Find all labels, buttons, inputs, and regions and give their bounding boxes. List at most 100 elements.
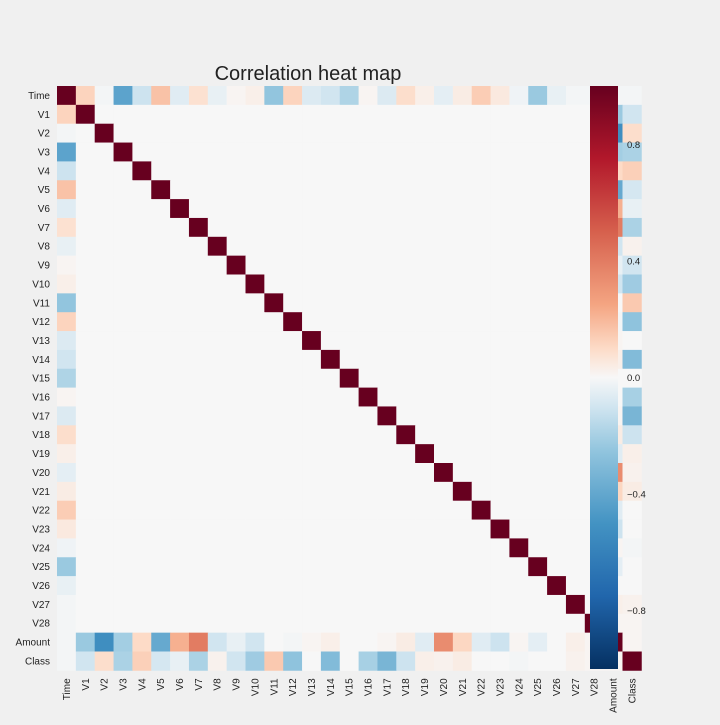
heatmap-cell-V5-V1 [75, 180, 96, 200]
heatmap-cell-V12-V25 [528, 312, 548, 332]
x-tick-label: Time [62, 678, 73, 700]
heatmap-cell-V10-V19 [415, 274, 435, 294]
heatmap-cell-V28-V15 [339, 613, 359, 634]
heatmap-cell-V14-V2 [94, 349, 114, 370]
heatmap-cell-V24-V6 [170, 538, 190, 558]
heatmap-cell-V26-V23 [490, 576, 510, 596]
heatmap-cell-V8-V27 [565, 236, 586, 257]
heatmap-cell-V19-V24 [509, 444, 529, 464]
heatmap-cell-V15-V3 [113, 368, 133, 388]
heatmap-cell-V13-V12 [283, 331, 303, 351]
heatmap-cell-V14-V19 [415, 349, 435, 370]
heatmap-cell-V21-V23 [490, 481, 510, 502]
heatmap-cell-V2-V19 [415, 123, 435, 143]
heatmap-cell-Time-V20 [434, 86, 454, 106]
y-tick-label: V28 [32, 619, 50, 630]
heatmap-cell-V16-V25 [528, 387, 548, 407]
heatmap-cell-V1-V12 [283, 104, 303, 125]
heatmap-cell-V3-V7 [188, 142, 209, 162]
heatmap-cell-V27-V20 [434, 594, 454, 615]
heatmap-cell-V3-V3 [113, 142, 133, 162]
heatmap-cell-V15-V26 [547, 368, 567, 388]
y-tick-label: V6 [38, 204, 51, 215]
heatmap-cell-V4-Class [622, 161, 642, 181]
heatmap-cell-V27-V22 [471, 594, 491, 615]
heatmap-cell-V24-V15 [339, 538, 359, 558]
heatmap-cell-V20-V9 [226, 463, 246, 483]
heatmap-cell-V6-Class [622, 199, 642, 219]
heatmap-cell-V13-V22 [471, 331, 491, 351]
heatmap-cell-V8-Class [622, 236, 642, 257]
heatmap-cell-V2-V22 [471, 123, 491, 143]
heatmap-cell-V15-V12 [283, 368, 303, 388]
heatmap-cell-V2-V7 [188, 123, 209, 143]
heatmap-cell-V25-Class [622, 557, 642, 577]
heatmap-cell-V19-V20 [434, 444, 454, 464]
heatmap-cell-V12-V14 [320, 312, 341, 332]
heatmap-cell-V3-V20 [434, 142, 454, 162]
heatmap-cell-V17-V14 [320, 406, 341, 426]
heatmap-cell-V10-V5 [151, 274, 171, 294]
heatmap-cell-V27-V15 [339, 594, 359, 615]
heatmap-cell-V11-V5 [151, 293, 171, 313]
heatmap-cell-V18-V20 [434, 425, 454, 445]
heatmap-cell-V22-V20 [434, 500, 454, 520]
heatmap-cell-V26-Time [57, 576, 77, 596]
heatmap-cell-V11-V4 [132, 293, 152, 313]
heatmap-cell-V2-V9 [226, 123, 246, 143]
heatmap-cell-V27-V25 [528, 594, 548, 615]
heatmap-cell-V25-V26 [547, 557, 567, 577]
heatmap-cell-V12-V18 [396, 312, 416, 332]
heatmap-cell-Time-V19 [415, 86, 435, 106]
y-tick-label: V27 [32, 600, 50, 611]
heatmap-cell-V21-V7 [188, 481, 209, 502]
heatmap-cell-V21-V17 [377, 481, 397, 502]
heatmap-cell-V23-V9 [226, 519, 246, 539]
heatmap-cell-V7-V22 [471, 217, 491, 238]
heatmap-cell-V11-V18 [396, 293, 416, 313]
heatmap-cell-Amount-V15 [339, 632, 359, 652]
heatmap-cell-V6-V9 [226, 199, 246, 219]
x-tick-label: V23 [495, 678, 506, 696]
heatmap-cell-V3-V14 [320, 142, 341, 162]
heatmap-cell-V16-V27 [565, 387, 586, 407]
heatmap-cell-V5-V21 [452, 180, 473, 200]
heatmap-cell-V15-V8 [207, 368, 228, 388]
heatmap-cell-Class-V11 [264, 651, 284, 671]
x-tick-label: V22 [477, 678, 488, 696]
heatmap-cell-V17-V11 [264, 406, 284, 426]
heatmap-cell-Class-V21 [452, 651, 473, 671]
heatmap-cell-V4-V24 [509, 161, 529, 181]
heatmap-cell-V24-V12 [283, 538, 303, 558]
heatmap-cell-V18-V19 [415, 425, 435, 445]
heatmap-cell-Class-V26 [547, 651, 567, 671]
heatmap-cell-Time-V11 [264, 86, 284, 106]
heatmap-cell-V25-Time [57, 557, 77, 577]
heatmap-cell-Time-V1 [75, 86, 96, 106]
heatmap-cell-V15-V10 [245, 368, 265, 388]
heatmap-cell-V19-V23 [490, 444, 510, 464]
heatmap-cell-Amount-V4 [132, 632, 152, 652]
heatmap-cell-V12-Time [57, 312, 77, 332]
heatmap-cell-V18-V13 [302, 425, 322, 445]
heatmap-cell-V4-V22 [471, 161, 491, 181]
heatmap-cell-Class-V24 [509, 651, 529, 671]
heatmap-cell-V19-V22 [471, 444, 491, 464]
heatmap-cell-V17-V15 [339, 406, 359, 426]
heatmap-cell-V18-V23 [490, 425, 510, 445]
heatmap-cell-V21-V5 [151, 481, 171, 502]
heatmap-cell-V10-V2 [94, 274, 114, 294]
heatmap-cell-V18-V21 [452, 425, 473, 445]
heatmap-cell-V12-V22 [471, 312, 491, 332]
heatmap-cell-V13-V21 [452, 331, 473, 351]
heatmap-cell-V1-V23 [490, 104, 510, 125]
heatmap-cell-V26-V14 [320, 576, 341, 596]
heatmap-cell-V25-V8 [207, 557, 228, 577]
heatmap-cell-V28-Time [57, 613, 77, 634]
heatmap-cell-V27-V13 [302, 594, 322, 615]
heatmap-cell-V18-V10 [245, 425, 265, 445]
heatmap-cell-V25-V14 [320, 557, 341, 577]
heatmap-cell-V1-V27 [565, 104, 586, 125]
heatmap-cell-V4-V4 [132, 161, 152, 181]
